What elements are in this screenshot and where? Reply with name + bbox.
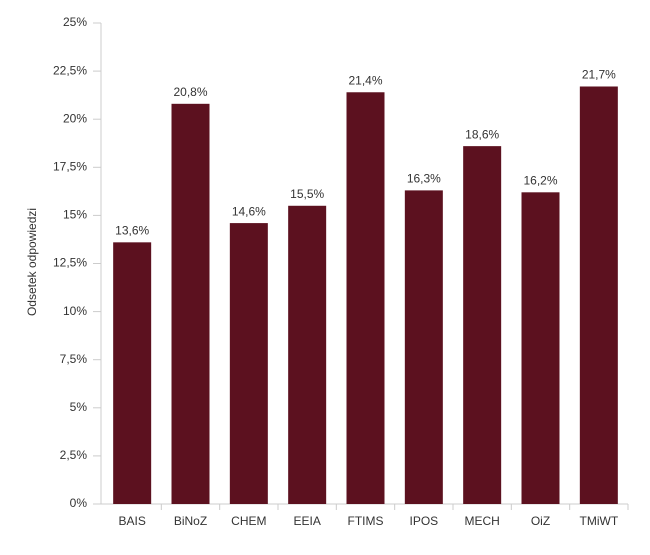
x-tick-label: FTIMS bbox=[348, 514, 384, 528]
value-label: 15,5% bbox=[290, 187, 324, 201]
bar bbox=[113, 242, 152, 504]
value-label: 14,6% bbox=[232, 204, 266, 218]
x-tick-label: TMiWT bbox=[580, 514, 619, 528]
y-tick-label: 25% bbox=[63, 15, 87, 29]
y-tick-label: 5% bbox=[70, 400, 88, 414]
bar bbox=[521, 192, 560, 504]
value-label: 20,8% bbox=[173, 85, 207, 99]
x-tick-label: IPOS bbox=[409, 514, 438, 528]
bar bbox=[229, 223, 268, 504]
bar bbox=[288, 205, 327, 504]
x-tick-label: MECH bbox=[464, 514, 499, 528]
value-label: 21,4% bbox=[348, 73, 382, 87]
x-tick-label: BiNoZ bbox=[174, 514, 207, 528]
y-tick-label: 22,5% bbox=[53, 63, 87, 77]
x-tick-label: OiZ bbox=[531, 514, 550, 528]
bar bbox=[579, 86, 618, 504]
value-label: 16,3% bbox=[407, 172, 441, 186]
y-tick-label: 10% bbox=[63, 304, 87, 318]
y-tick-label: 7,5% bbox=[60, 352, 88, 366]
x-tick-label: EEIA bbox=[293, 514, 320, 528]
x-tick-label: BAIS bbox=[118, 514, 145, 528]
y-tick-label: 17,5% bbox=[53, 159, 87, 173]
y-tick-label: 20% bbox=[63, 111, 87, 125]
y-tick-label: 15% bbox=[63, 208, 87, 222]
y-tick-label: 2,5% bbox=[60, 448, 88, 462]
bar bbox=[463, 146, 502, 505]
x-tick-label: CHEM bbox=[231, 514, 266, 528]
bar bbox=[346, 92, 385, 504]
y-tick-label: 0% bbox=[70, 496, 88, 510]
bar bbox=[171, 103, 210, 505]
value-label: 13,6% bbox=[115, 224, 149, 238]
bar bbox=[404, 190, 443, 504]
value-label: 16,2% bbox=[523, 173, 557, 187]
y-tick-label: 12,5% bbox=[53, 256, 87, 270]
value-label: 21,7% bbox=[582, 68, 616, 82]
value-label: 18,6% bbox=[465, 127, 499, 141]
y-axis-label: Odsetek odpowiedzi bbox=[25, 208, 39, 316]
